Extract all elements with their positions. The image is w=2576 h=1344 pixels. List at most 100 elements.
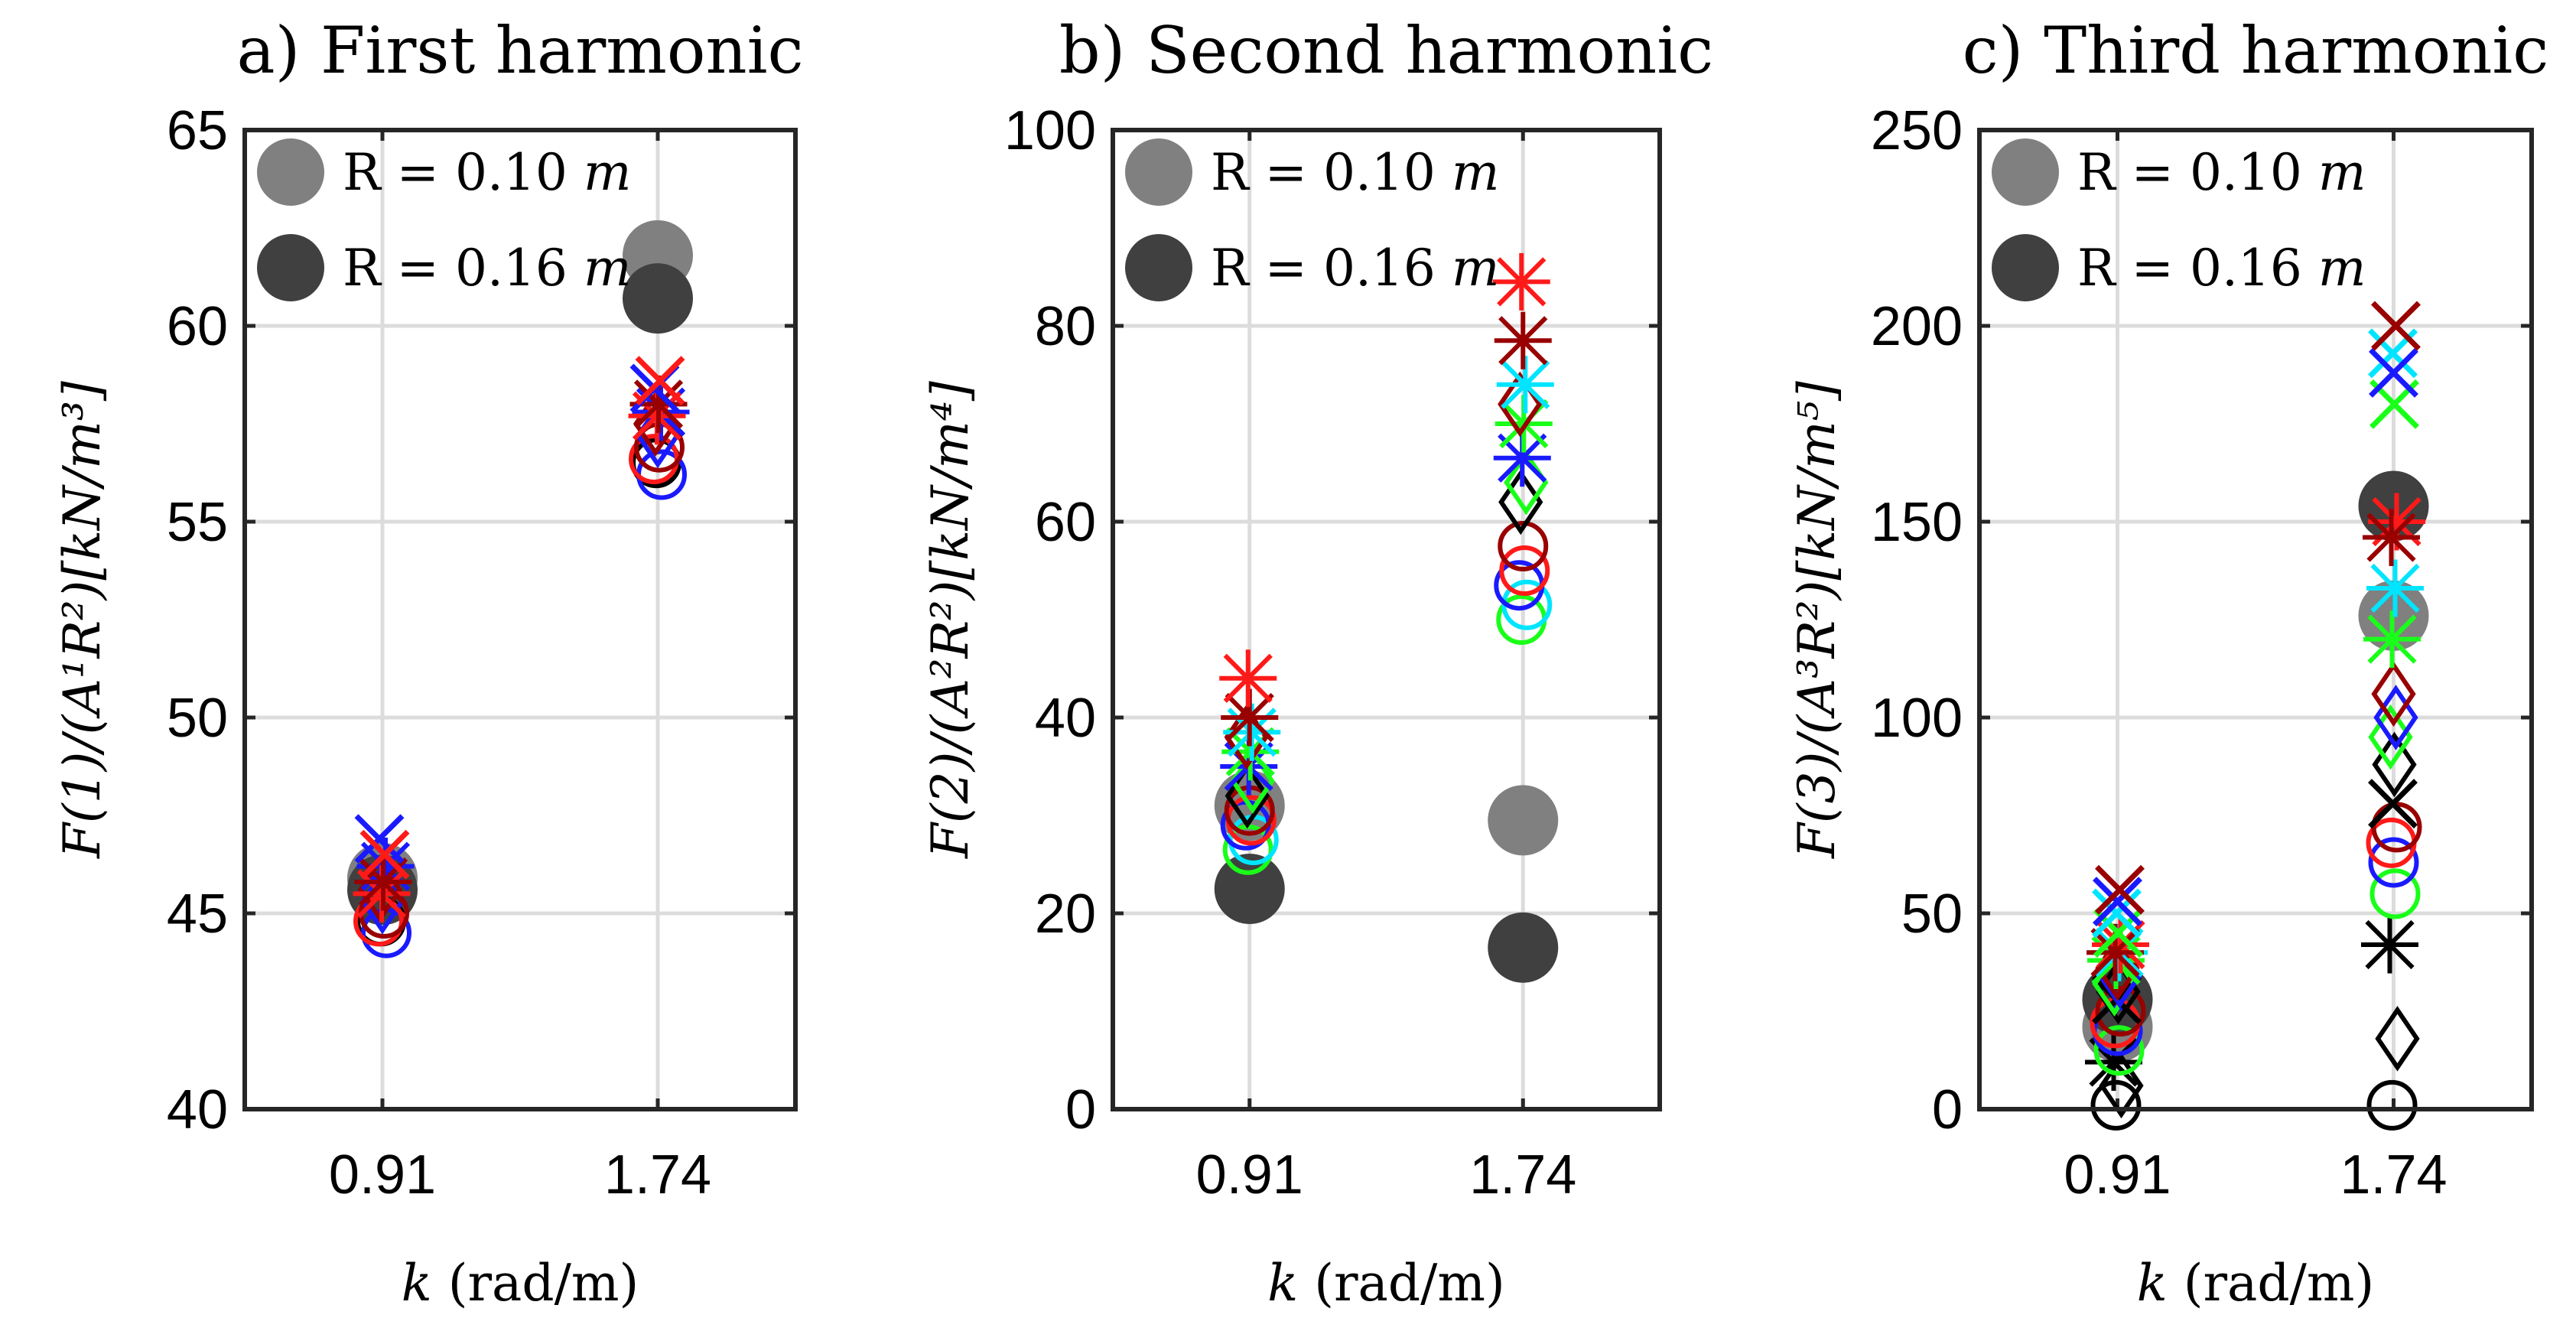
x-axis-variable: k [2137, 1254, 2168, 1313]
data-point-*-cyan [2366, 559, 2424, 617]
data-point-x-blue [354, 814, 405, 864]
panel-title: b) Second harmonic [1059, 13, 1713, 88]
x-axis-label: k (rad/m) [1267, 1254, 1504, 1313]
x-tick-label: 0.91 [1196, 1144, 1303, 1206]
legend-entry: R = 0.16 m [343, 239, 631, 298]
legend-entry-value: R = 0.16 [343, 239, 584, 298]
legend-marker [1125, 138, 1192, 206]
data-point-o-red [1499, 545, 1550, 596]
legend-marker [1992, 234, 2059, 301]
data-point-*-darkred [2086, 923, 2144, 981]
data-point-x-red [635, 356, 685, 406]
panel-1: a) First harmonic 40 45 50 55 60 65 0.91 1.74 k (… [53, 13, 804, 1313]
panel-2: b) Second harmonic 0 20 40 60 80 100 0.91 1.74 k … [921, 13, 1713, 1313]
x-axis-label: k (rad/m) [2137, 1254, 2374, 1313]
data-point-d-black [2375, 1006, 2420, 1072]
axes-frame [242, 128, 798, 1111]
legend-entry-value: R = 0.16 [1211, 239, 1452, 298]
data-point-x-blue [2369, 347, 2418, 398]
legend-entry: R = 0.16 m [1211, 239, 1499, 298]
data-point-*-red [1219, 649, 1277, 708]
legend-entry-value: R = 0.16 [2077, 239, 2318, 298]
data-point-filled-darkgray [623, 263, 693, 334]
data-point-*-darkred [1221, 688, 1279, 747]
data-point-o-darkred [1498, 521, 1549, 571]
x-tick-label: 1.74 [604, 1144, 711, 1206]
y-tick-label: 100 [1871, 688, 1963, 749]
y-tick-label: 0 [1932, 1079, 1963, 1141]
y-tick-label: 40 [1035, 688, 1096, 749]
y-axis-label: F(1)/(A¹R²)[kN/m³] [53, 381, 112, 859]
y-tick-label: 100 [1004, 100, 1096, 161]
y-tick-label: 0 [1065, 1079, 1096, 1141]
x-tick-label: 0.91 [2064, 1144, 2171, 1206]
data-point-*-darkred [1494, 311, 1552, 369]
x-tick-label: 1.74 [1469, 1144, 1576, 1206]
legend-entry-value: R = 0.10 [2077, 143, 2318, 202]
data-point-o-black [2366, 1079, 2418, 1131]
data-point-*-black [2085, 1033, 2142, 1092]
legend-entry-unit: m [1452, 143, 1500, 202]
y-tick-label: 150 [1871, 492, 1963, 553]
y-tick-label: 250 [1871, 100, 1963, 161]
y-tick-label: 50 [1901, 884, 1963, 945]
y-axis-label: F(2)/(A²R²)[kN/m⁴] [921, 381, 980, 859]
y-tick-label: 40 [167, 1079, 228, 1141]
x-tick-label: 1.74 [2340, 1144, 2447, 1206]
legend-entry-unit: m [2318, 239, 2366, 298]
data-point-filled-gray [1488, 785, 1559, 856]
legend-entry: R = 0.16 m [2077, 239, 2366, 298]
legend-marker [257, 138, 324, 206]
legend-entry-unit: m [584, 143, 632, 202]
data-point-x-darkred [2371, 301, 2421, 351]
legend-marker [1992, 138, 2059, 206]
y-axis-label: F(3)/(A³R²)[kN/m⁵] [1787, 381, 1846, 859]
data-point-d-black [1498, 469, 1543, 535]
panel-3: c) Third harmonic 0 50 100 150 200 250 0.91 1.74… [1787, 13, 2548, 1313]
y-tick-label: 45 [167, 884, 228, 945]
data-point-o-green [2369, 868, 2421, 919]
data-point-filled-darkgray [1214, 854, 1285, 924]
x-axis-unit: (rad/m) [2168, 1254, 2374, 1313]
x-axis-label: k (rad/m) [402, 1254, 639, 1313]
data-point-d-green [1230, 748, 1275, 815]
panel-title: a) First harmonic [237, 13, 804, 88]
y-tick-label: 65 [167, 100, 228, 161]
data-point-d-black [2099, 1053, 2144, 1119]
data-point-*-cyan [1496, 356, 1554, 414]
legend-entry: R = 0.10 m [1211, 143, 1499, 202]
x-tick-label: 0.91 [329, 1144, 436, 1206]
legend-entry-value: R = 0.10 [1211, 143, 1452, 202]
x-axis-unit: (rad/m) [1298, 1254, 1504, 1313]
y-tick-label: 50 [167, 688, 228, 749]
panel-title: c) Third harmonic [1963, 13, 2549, 88]
data-point-*-blue [1493, 429, 1551, 487]
legend-entry: R = 0.10 m [2077, 143, 2366, 202]
legend-entry-unit: m [1452, 239, 1500, 298]
data-point-x-black [2368, 779, 2418, 829]
data-point-o-green [2093, 1025, 2145, 1076]
legend-entry-value: R = 0.10 [343, 143, 584, 202]
data-point-d-darkred [2371, 661, 2416, 727]
y-tick-label: 55 [167, 492, 228, 553]
data-point-*-red [1492, 252, 1550, 311]
data-point-x-darkred [2095, 864, 2145, 915]
legend-entry-unit: m [584, 239, 632, 298]
data-point-*-green [2363, 610, 2421, 669]
y-tick-label: 200 [1871, 296, 1963, 357]
x-axis-variable: k [1267, 1254, 1298, 1313]
data-point-*-red [2368, 493, 2425, 551]
data-point-d-green [2368, 704, 2413, 770]
y-tick-label: 80 [1035, 296, 1096, 357]
legend-entry-unit: m [2318, 143, 2366, 202]
axes-frame [1111, 128, 1662, 1111]
y-tick-label: 60 [167, 296, 228, 357]
legend-marker [257, 234, 324, 301]
data-point-o-blue [2368, 837, 2419, 888]
data-point-*-black [2361, 916, 2418, 974]
y-tick-label: 20 [1035, 884, 1096, 945]
data-point-x-blue [2093, 877, 2142, 927]
data-point-x-cyan [2092, 888, 2142, 939]
